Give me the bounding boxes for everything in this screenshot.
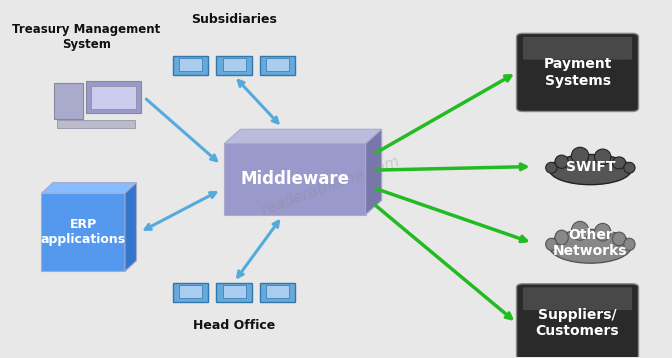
Polygon shape: [179, 58, 202, 71]
Text: Head Office: Head Office: [193, 319, 276, 332]
Ellipse shape: [595, 149, 611, 165]
FancyBboxPatch shape: [517, 33, 638, 111]
Polygon shape: [224, 144, 366, 214]
Ellipse shape: [555, 230, 569, 245]
Ellipse shape: [624, 238, 635, 250]
Polygon shape: [173, 55, 208, 75]
Text: Middleware: Middleware: [241, 170, 349, 188]
Polygon shape: [366, 129, 382, 214]
Ellipse shape: [571, 147, 589, 164]
FancyBboxPatch shape: [523, 287, 632, 310]
Polygon shape: [216, 283, 252, 303]
Ellipse shape: [549, 155, 632, 185]
Polygon shape: [42, 193, 125, 271]
Ellipse shape: [555, 155, 569, 168]
Text: readerathome.com: readerathome.com: [259, 154, 402, 218]
Polygon shape: [260, 283, 296, 303]
Text: Suppliers/
Customers: Suppliers/ Customers: [536, 308, 620, 338]
Polygon shape: [173, 283, 208, 303]
Ellipse shape: [624, 162, 635, 173]
Polygon shape: [54, 83, 83, 118]
Ellipse shape: [612, 157, 626, 169]
FancyBboxPatch shape: [91, 86, 136, 110]
FancyBboxPatch shape: [57, 120, 135, 128]
Text: Payment
Systems: Payment Systems: [544, 57, 612, 88]
Polygon shape: [179, 285, 202, 298]
Ellipse shape: [595, 223, 611, 241]
Ellipse shape: [546, 162, 557, 173]
Polygon shape: [87, 81, 141, 113]
Polygon shape: [222, 285, 245, 298]
Text: Treasury Management
System: Treasury Management System: [12, 23, 161, 51]
Text: ERP
applications: ERP applications: [40, 218, 126, 246]
Polygon shape: [222, 58, 245, 71]
Ellipse shape: [571, 221, 589, 240]
Ellipse shape: [612, 232, 626, 246]
Text: SWIFT: SWIFT: [566, 160, 615, 174]
Ellipse shape: [549, 229, 632, 263]
Polygon shape: [266, 58, 289, 71]
Ellipse shape: [546, 238, 557, 250]
Text: Other
Networks: Other Networks: [553, 228, 628, 258]
FancyBboxPatch shape: [517, 284, 638, 358]
Text: Subsidiaries: Subsidiaries: [191, 13, 277, 26]
Polygon shape: [125, 183, 136, 271]
Polygon shape: [224, 129, 382, 144]
FancyBboxPatch shape: [523, 37, 632, 60]
Polygon shape: [266, 285, 289, 298]
Polygon shape: [260, 55, 296, 75]
Polygon shape: [42, 183, 136, 193]
Polygon shape: [216, 55, 252, 75]
